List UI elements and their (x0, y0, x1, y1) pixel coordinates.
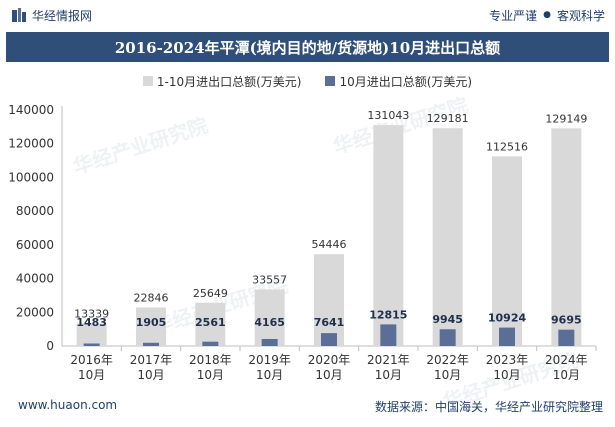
x-tick-label-line: 10月 (493, 368, 520, 382)
y-tick-label: 40000 (16, 272, 54, 286)
bar-october (499, 327, 515, 346)
y-tick-label: 100000 (8, 170, 54, 184)
legend-swatch-october (325, 76, 336, 86)
x-tick-label-line: 10月 (375, 368, 402, 382)
data-label-october: 7641 (314, 316, 345, 329)
x-tick-label-line: 2017年 (130, 353, 173, 367)
data-label-october: 9695 (551, 314, 582, 327)
bar-total (492, 156, 522, 346)
x-tick-label-line: 10月 (315, 368, 342, 382)
x-tick-label-line: 10月 (256, 368, 283, 382)
legend-label-october: 10月进出口总额(万美元) (339, 74, 473, 89)
footer-source: 数据来源：中国海关，华经产业研究院整理 (374, 400, 603, 414)
slogan-right: 客观科学 (556, 8, 605, 23)
bar-october (83, 343, 100, 346)
data-label-october: 1483 (76, 316, 107, 329)
x-tick-label-line: 2019年 (248, 353, 291, 367)
x-tick-label: 2023年 10月 (486, 353, 529, 382)
y-tick-label: 0 (46, 339, 54, 353)
bar-october (261, 338, 278, 346)
x-tick-label-line: 2024年 (545, 353, 588, 367)
x-tick-label: 2020年 10月 (308, 353, 351, 382)
chart-title: 2016-2024年平潭(境内目的地/货源地)10月进出口总额 (6, 32, 609, 62)
data-label-total: 22846 (134, 291, 169, 304)
x-tick-label-line: 2023年 (486, 353, 529, 367)
data-label-total: 54446 (312, 238, 347, 251)
bar-october (439, 329, 456, 346)
data-label-total: 33557 (252, 273, 287, 286)
data-label-total: 129149 (545, 112, 587, 125)
brand: 华经情报网 (12, 7, 92, 24)
x-tick-label-line: 2020年 (308, 353, 351, 367)
x-tick-label-line: 10月 (197, 368, 224, 382)
x-tick-label-line: 10月 (78, 368, 105, 382)
x-tick-label-line: 2021年 (367, 353, 410, 367)
bar-total (76, 323, 107, 346)
x-tick-label: 2017年 10月 (130, 353, 173, 382)
y-tick-label: 140000 (8, 103, 54, 117)
slogan: 专业严谨 ● 客观科学 (489, 7, 605, 24)
bar-total (551, 128, 582, 346)
data-label-total: 25649 (193, 287, 228, 300)
huajing-logo-icon (12, 8, 26, 22)
x-tick-label-line: 10月 (434, 368, 461, 382)
legend-item-total: 1-10月进出口总额(万美元) (142, 73, 302, 90)
bar-october (321, 333, 337, 346)
legend-swatch-total (142, 76, 153, 86)
bar-october (558, 329, 575, 346)
bar-october (143, 342, 159, 346)
slogan-left: 专业严谨 (489, 8, 538, 23)
bar-total (254, 289, 285, 346)
bar-october (202, 341, 219, 346)
legend-label-total: 1-10月进出口总额(万美元) (156, 74, 302, 89)
data-label-october: 2561 (195, 316, 226, 329)
bar-total (136, 307, 166, 346)
x-tick-label: 2019年 10月 (248, 353, 291, 382)
top-bar: 华经情报网 专业严谨 ● 客观科学 (0, 0, 615, 30)
footer-site: www.huaon.com (18, 398, 118, 412)
data-label-total: 129181 (427, 112, 469, 125)
bar-total (432, 128, 463, 346)
x-tick-label: 2018年 10月 (189, 353, 232, 382)
brand-name: 华经情报网 (32, 8, 93, 23)
y-tick-label: 60000 (16, 238, 54, 252)
data-label-october: 4165 (254, 316, 285, 329)
y-tick-label: 80000 (16, 204, 54, 218)
data-label-october: 9945 (432, 313, 463, 326)
bar-total (195, 302, 226, 346)
legend: 1-10月进出口总额(万美元) 10月进出口总额(万美元) (0, 70, 615, 92)
legend-item-october: 10月进出口总额(万美元) (325, 73, 472, 90)
data-label-total: 112516 (486, 140, 528, 153)
data-label-october: 10924 (488, 312, 527, 325)
x-tick-label-line: 2022年 (426, 353, 469, 367)
x-tick-label: 2021年 10月 (367, 353, 410, 382)
y-tick-label: 120000 (8, 137, 54, 151)
y-tick-label: 20000 (16, 305, 54, 319)
bar-total (314, 254, 344, 346)
data-label-total: 131043 (367, 109, 409, 122)
x-tick-label: 2016年 10月 (70, 353, 113, 382)
x-tick-label-line: 10月 (137, 368, 164, 382)
bar-total (373, 125, 404, 347)
bar-october (380, 324, 397, 346)
x-tick-label-line: 2018年 (189, 353, 232, 367)
footer: www.huaon.com 数据来源：中国海关，华经产业研究院整理 (0, 398, 615, 418)
data-label-total: 13339 (74, 308, 109, 321)
x-tick-label: 2024年 10月 (545, 353, 588, 382)
x-tick-label-line: 10月 (553, 368, 580, 382)
data-label-october: 1905 (136, 316, 167, 329)
x-tick-label-line: 2016年 (70, 353, 113, 367)
bullet-icon: ● (543, 10, 551, 20)
x-tick-label: 2022年 10月 (426, 353, 469, 382)
data-label-october: 12815 (369, 308, 407, 321)
